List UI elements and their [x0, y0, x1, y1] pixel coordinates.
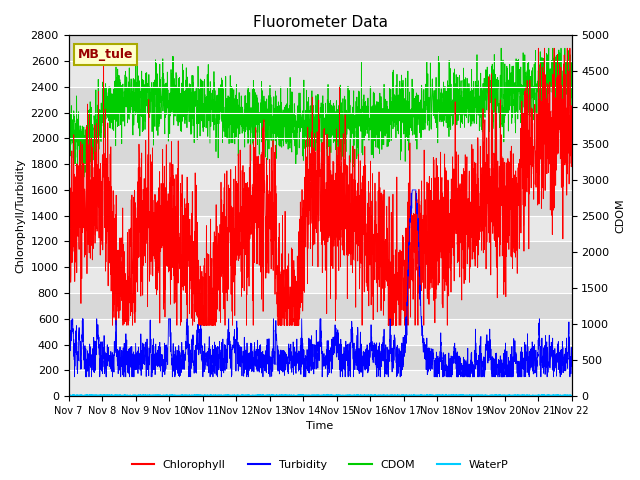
- Bar: [68, 267, 572, 293]
- Legend: Chlorophyll, Turbidity, CDOM, WaterP: Chlorophyll, Turbidity, CDOM, WaterP: [127, 456, 513, 474]
- Bar: [68, 216, 572, 241]
- Y-axis label: CDOM: CDOM: [615, 198, 625, 233]
- Bar: [68, 241, 572, 267]
- Bar: [68, 319, 572, 345]
- Bar: [68, 36, 572, 61]
- Bar: [68, 87, 572, 113]
- Y-axis label: Chlorophyll/Turbidity: Chlorophyll/Turbidity: [15, 158, 25, 273]
- Bar: [68, 113, 572, 138]
- Title: Fluorometer Data: Fluorometer Data: [253, 15, 388, 30]
- Bar: [68, 61, 572, 87]
- Bar: [68, 345, 572, 371]
- Text: MB_tule: MB_tule: [77, 48, 133, 61]
- X-axis label: Time: Time: [307, 421, 333, 432]
- Bar: [68, 371, 572, 396]
- Bar: [68, 293, 572, 319]
- Bar: [68, 190, 572, 216]
- Bar: [68, 164, 572, 190]
- Bar: [68, 138, 572, 164]
